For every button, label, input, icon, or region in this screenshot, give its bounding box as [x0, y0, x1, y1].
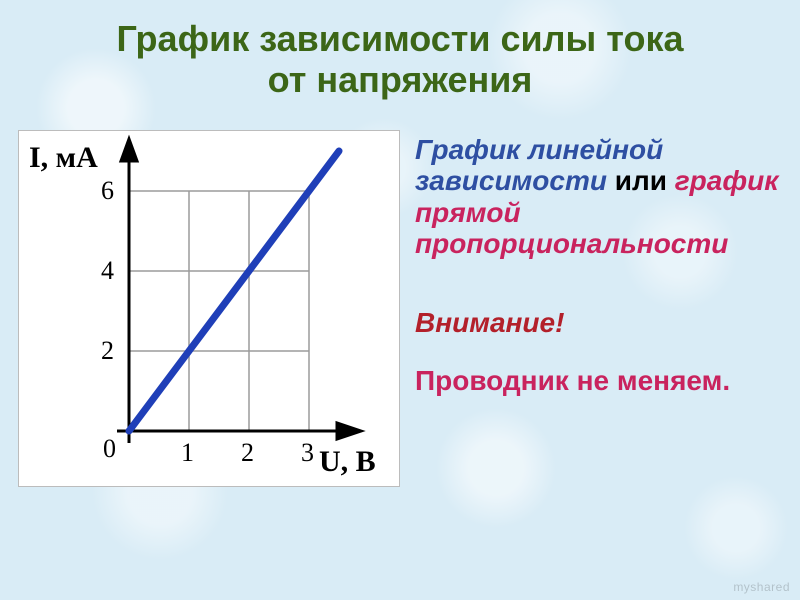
title-line-1: График зависимости силы тока [117, 18, 684, 59]
title-line-2: от напряжения [268, 59, 533, 100]
ytick-4: 4 [101, 256, 114, 285]
slide-title: График зависимости силы тока от напряжен… [0, 18, 800, 101]
ytick-6: 6 [101, 176, 114, 205]
xtick-3: 3 [301, 438, 314, 467]
attention-label: Внимание! [415, 307, 564, 338]
line-chart: 2 4 6 0 1 2 3 I, мА U, B [19, 131, 399, 486]
ytick-2: 2 [101, 336, 114, 365]
definition-seg-b: или [607, 165, 675, 196]
y-axis-label: I, мА [29, 141, 98, 174]
definition-paragraph: График линейной зависимости или график п… [415, 134, 785, 259]
slide: График зависимости силы тока от напряжен… [0, 0, 800, 600]
side-text: График линейной зависимости или график п… [415, 134, 785, 397]
xtick-2: 2 [241, 438, 254, 467]
origin-label: 0 [103, 434, 116, 463]
x-axis-label: U, B [319, 445, 376, 478]
watermark: myshared [733, 580, 790, 594]
xtick-1: 1 [181, 438, 194, 467]
note-text: Проводник не меняем. [415, 365, 785, 397]
chart-panel: 2 4 6 0 1 2 3 I, мА U, B [18, 130, 400, 487]
chart-series [129, 151, 339, 431]
